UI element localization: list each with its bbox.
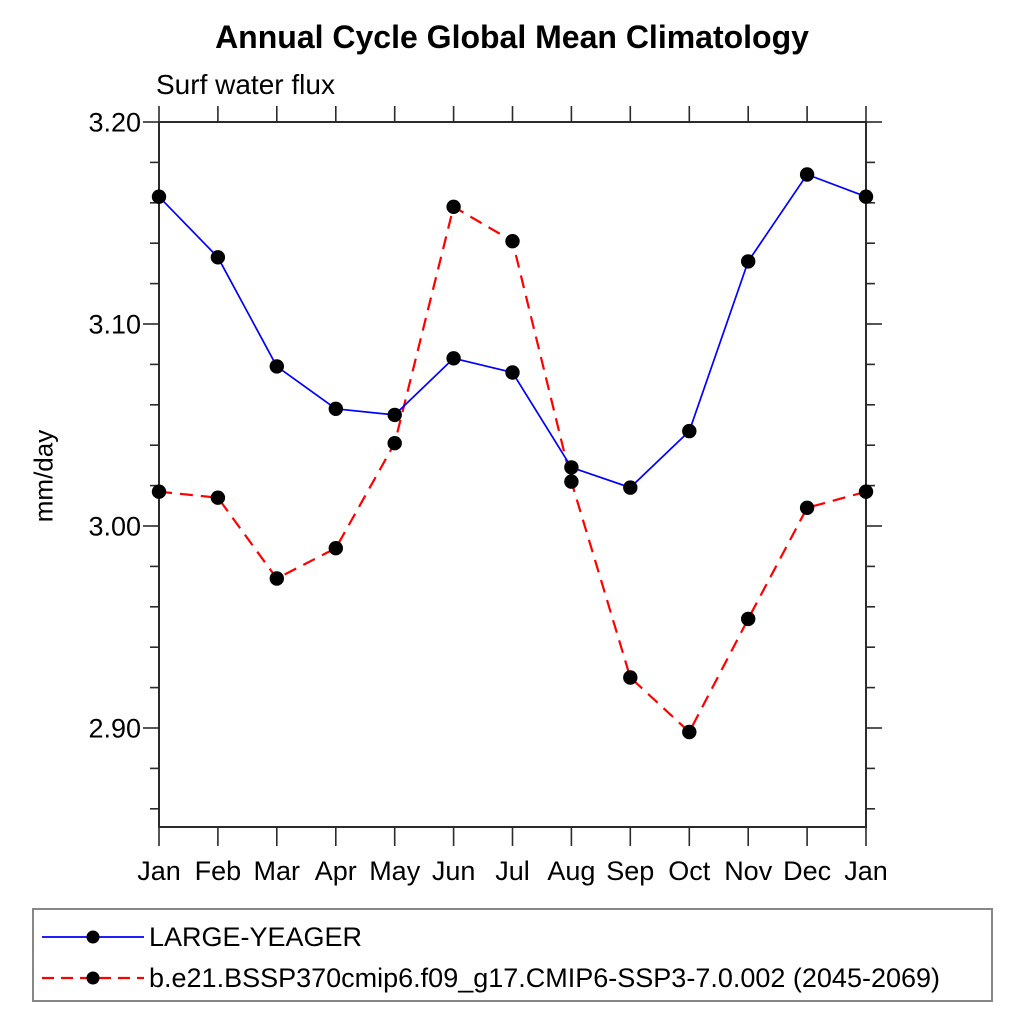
x-tick-label: Jul — [495, 856, 530, 886]
data-point-marker — [799, 167, 815, 182]
x-tick-label: Jan — [137, 856, 181, 886]
x-tick-label: Oct — [668, 856, 711, 886]
data-point-marker — [564, 474, 579, 489]
data-point-marker — [741, 254, 756, 269]
series-markers-1 — [151, 199, 874, 740]
data-point-marker — [151, 189, 167, 204]
data-point-marker — [858, 484, 874, 499]
data-point-marker — [858, 189, 874, 204]
x-tick-label: Jun — [432, 856, 476, 886]
legend-label: LARGE-YEAGER — [149, 921, 363, 952]
legend-box: LARGE-YEAGER b.e21.BSSP370cmip6.f09_g17.… — [32, 908, 993, 1002]
x-tick-label: Jan — [844, 856, 888, 886]
data-point-marker — [151, 484, 167, 499]
y-tick-label: 3.00 — [88, 512, 141, 542]
y-axis-ticks — [143, 121, 882, 810]
data-point-marker — [446, 199, 461, 214]
data-point-marker — [446, 351, 461, 366]
data-point-marker — [387, 407, 402, 423]
data-point-marker — [387, 436, 402, 451]
data-point-marker — [269, 359, 284, 374]
data-point-marker — [799, 500, 815, 515]
x-axis-ticks — [158, 106, 867, 846]
data-point-marker — [269, 571, 284, 586]
y-tick-label: 3.20 — [88, 108, 141, 138]
legend-item-ssp370: b.e21.BSSP370cmip6.f09_g17.CMIP6-SSP3-7.… — [39, 963, 940, 993]
y-tick-label: 3.10 — [88, 310, 141, 340]
legend-line-sample-dashed — [42, 971, 144, 985]
data-point-marker — [623, 480, 638, 495]
data-point-marker — [505, 365, 520, 380]
x-tick-label: Apr — [315, 856, 357, 886]
y-axis-tick-labels: 3.20 3.10 3.00 2.90 — [88, 108, 141, 744]
data-point-marker — [505, 234, 520, 249]
data-point-marker — [741, 611, 756, 627]
legend-line-sample-solid — [42, 930, 144, 944]
series-line-0 — [158, 173, 867, 489]
x-tick-label: Feb — [195, 856, 242, 886]
y-tick-label: 2.90 — [88, 714, 141, 744]
legend-item-large-yeager: LARGE-YEAGER — [39, 922, 362, 952]
data-point-marker — [682, 423, 697, 439]
data-point-marker — [682, 724, 697, 740]
data-point-marker — [210, 250, 226, 265]
x-tick-label: Nov — [724, 856, 773, 886]
x-tick-label: Aug — [547, 856, 595, 886]
chart-subtitle: Surf water flux — [156, 69, 335, 100]
data-point-marker — [328, 401, 343, 416]
x-tick-label: Sep — [606, 856, 654, 886]
plot-box — [158, 121, 867, 828]
data-point-marker — [623, 670, 638, 685]
series-line-1 — [158, 205, 867, 734]
data-point-marker — [564, 460, 579, 475]
series-markers-0 — [151, 167, 874, 495]
data-point-marker — [210, 490, 226, 505]
x-tick-label: Dec — [783, 856, 831, 886]
chart-title: Annual Cycle Global Mean Climatology — [215, 19, 809, 55]
legend-label: b.e21.BSSP370cmip6.f09_g17.CMIP6-SSP3-7.… — [149, 962, 941, 993]
x-tick-label: May — [369, 856, 421, 886]
data-point-marker — [328, 541, 343, 556]
x-axis-tick-labels: Jan Feb Mar Apr May Jun Jul Aug Sep Oct Nov Dec Jan — [137, 856, 888, 886]
x-tick-label: Mar — [254, 856, 301, 886]
